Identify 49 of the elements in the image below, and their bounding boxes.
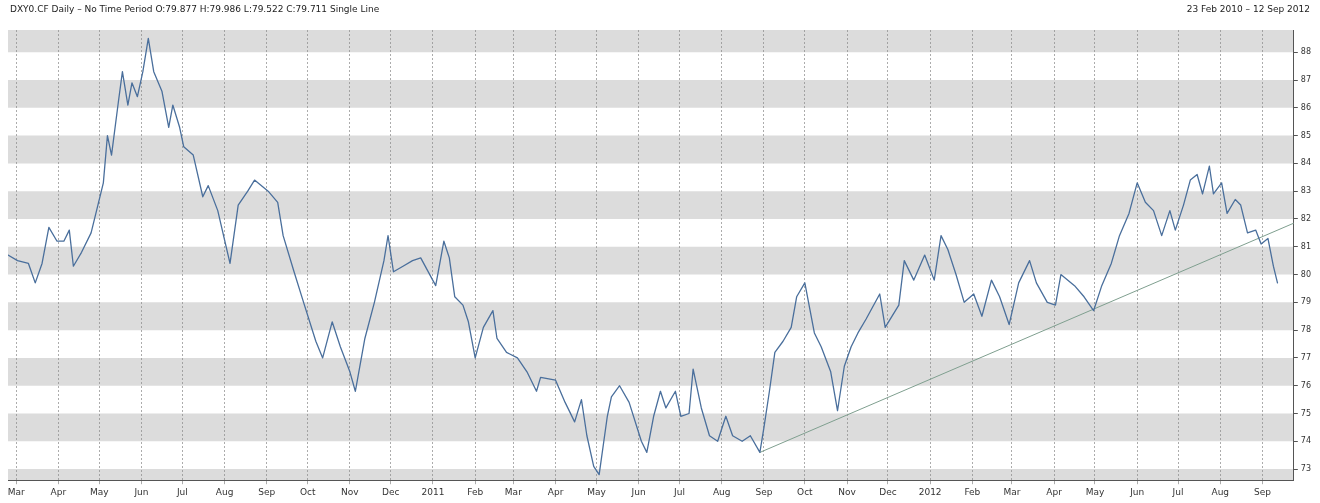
x-tick-label: Aug — [1211, 486, 1230, 497]
x-tick-label: May — [89, 486, 110, 497]
x-tick-label: Aug — [712, 486, 731, 497]
x-tick-label: Dec — [382, 486, 400, 497]
x-tick-label: Dec — [879, 486, 897, 497]
x-tick-label: Feb — [964, 486, 981, 497]
x-tick-label: Apr — [1046, 486, 1063, 497]
x-tick-label: May — [587, 486, 607, 497]
x-tick-label: Mar — [7, 486, 25, 497]
x-tick-label: 2012 — [918, 486, 942, 497]
x-tick-label: Jun — [630, 486, 646, 497]
y-tick-label: 80 — [1300, 269, 1312, 279]
x-tick-label: Mar — [1003, 486, 1021, 497]
y-tick-label: 86 — [1300, 102, 1312, 112]
x-tick-label: Feb — [467, 486, 484, 497]
y-tick-label: 88 — [1300, 47, 1312, 57]
x-tick-label: Nov — [838, 486, 857, 497]
y-tick-label: 82 — [1300, 214, 1312, 224]
x-tick-label: Jun — [133, 486, 149, 497]
x-tick-label: Mar — [504, 486, 523, 497]
x-tick-label: Jun — [1129, 486, 1145, 497]
x-tick-label: Jul — [175, 486, 188, 497]
x-tick-label: May — [1085, 486, 1105, 497]
y-tick-label: 78 — [1300, 325, 1312, 335]
y-tick-label: 77 — [1300, 353, 1312, 362]
x-tick-label: Sep — [1254, 486, 1272, 497]
y-tick-label: 74 — [1300, 436, 1312, 446]
y-tick-label: 73 — [1300, 464, 1312, 474]
y-tick-label: 84 — [1300, 158, 1312, 168]
x-tick-label: Apr — [547, 486, 564, 497]
y-tick-label: 79 — [1300, 297, 1312, 307]
y-tick-label: 83 — [1300, 186, 1312, 196]
chart-title: DXY0.CF Daily – No Time Period O:79.877 H:79.986 L:79.522 C:79.711 Single Line — [10, 4, 380, 14]
x-tick-label: 2011 — [421, 486, 445, 497]
chart-subtitle: 23 Feb 2010 – 12 Sep 2012 — [1186, 4, 1310, 14]
y-tick-label: 76 — [1300, 380, 1312, 390]
x-tick-label: Sep — [258, 486, 276, 497]
x-tick-label: Oct — [299, 486, 316, 497]
x-tick-label: Aug — [215, 486, 234, 497]
x-tick-label: Sep — [755, 486, 773, 497]
y-tick-label: 81 — [1300, 241, 1312, 251]
y-tick-label: 75 — [1300, 408, 1312, 418]
x-tick-label: Jul — [673, 486, 685, 497]
y-tick-label: 85 — [1300, 130, 1312, 140]
x-tick-label: Jul — [1171, 486, 1184, 497]
x-tick-label: Apr — [50, 486, 67, 497]
y-tick-label: 87 — [1300, 75, 1312, 85]
x-tick-label: Nov — [341, 486, 360, 497]
x-tick-label: Oct — [797, 486, 814, 497]
